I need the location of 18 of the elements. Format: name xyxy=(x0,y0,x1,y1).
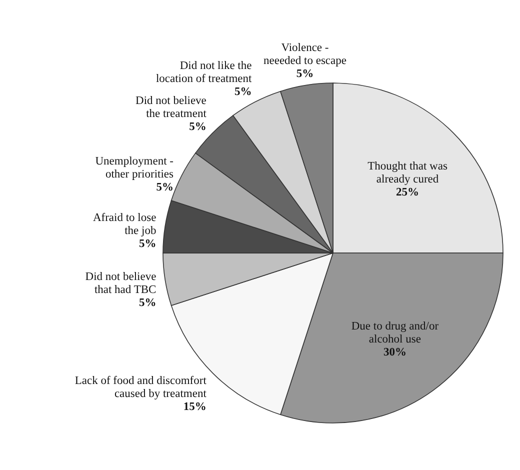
data-label: 5% xyxy=(234,86,252,98)
slice-label: Did not believe that had TBC xyxy=(85,271,157,296)
slice-label: Did not believe the treatment xyxy=(136,94,208,120)
slice-label: Violence - neeeded to escape xyxy=(263,42,347,67)
data-label: 5% xyxy=(296,68,314,80)
data-label: 5% xyxy=(138,238,156,250)
data-label: 15% xyxy=(183,401,206,414)
slice-label: Thought that was already cured xyxy=(368,160,448,186)
slice-label: Afraid to lose the job xyxy=(92,212,156,237)
slice-label: Due to drug and/or alcohol use xyxy=(351,320,439,346)
data-label: 25% xyxy=(396,186,420,198)
slice-label: Unemployment - other priorities xyxy=(95,156,174,181)
data-label: 5% xyxy=(189,120,206,133)
data-label: 5% xyxy=(156,182,174,194)
slice-label: Did not like the location of treatment xyxy=(156,60,253,86)
data-label: 5% xyxy=(138,297,156,310)
slice-label: Lack of food and discomfort caused by treatment xyxy=(74,375,208,400)
data-label: 30% xyxy=(383,346,406,358)
